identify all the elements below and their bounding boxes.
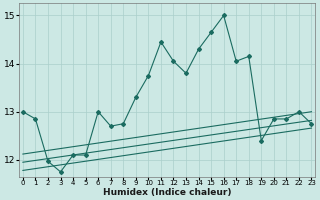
X-axis label: Humidex (Indice chaleur): Humidex (Indice chaleur) (103, 188, 231, 197)
